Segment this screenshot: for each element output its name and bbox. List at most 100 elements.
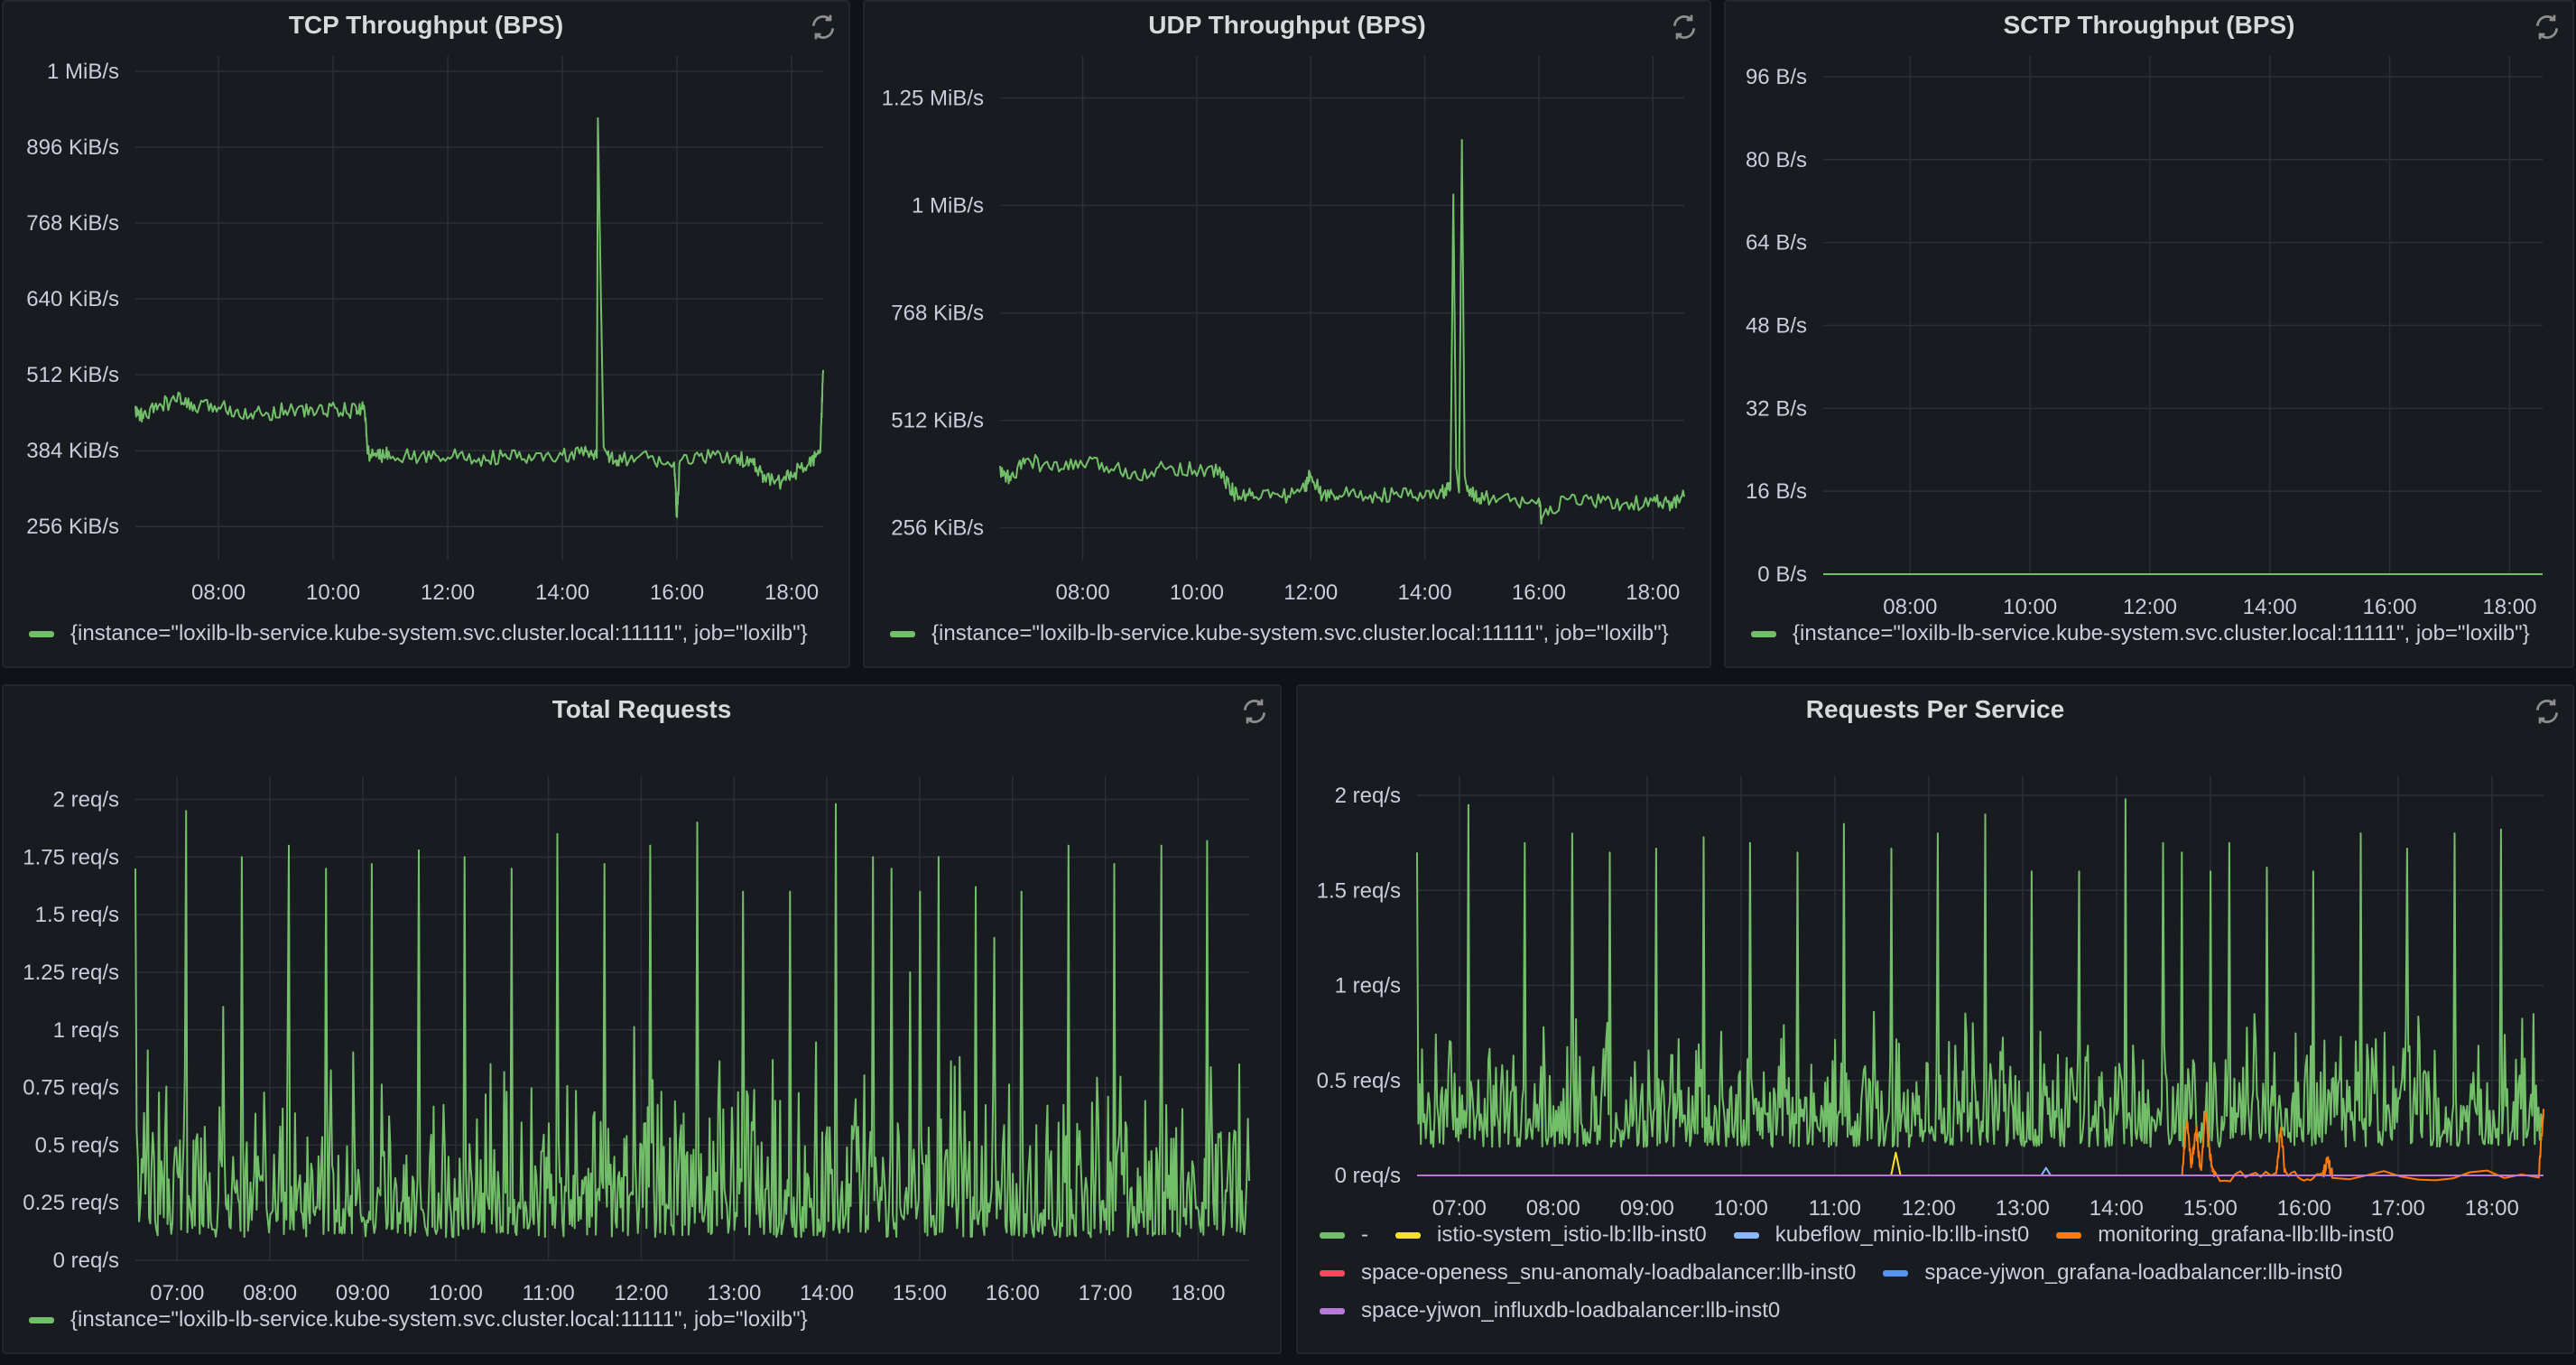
x-tick-label: 16:00 — [650, 580, 704, 605]
x-tick-label: 08:00 — [243, 1281, 297, 1305]
y-tick-label: 0.5 req/s — [35, 1133, 119, 1157]
legend-label: {instance="loxilb-lb-service.kube-system… — [1793, 621, 2530, 645]
legend-item[interactable]: istio-system_istio-lb:llb-inst0 — [1395, 1222, 1707, 1248]
x-tick-label: 16:00 — [2277, 1196, 2331, 1221]
legend-item[interactable]: {instance="loxilb-lb-service.kube-system… — [1751, 621, 2530, 646]
legend: {instance="loxilb-lb-service.kube-system… — [29, 621, 808, 646]
refresh-icon[interactable] — [2533, 697, 2562, 726]
panel-title: TCP Throughput (BPS) — [288, 11, 564, 39]
x-tick-label: 12:00 — [1902, 1196, 1956, 1221]
panel-requests-per-service: 2 req/s 1.5 req/s 1 req/s 0.5 req/s 0 req/s 0… — [1296, 684, 2574, 1354]
x-tick-label: 12:00 — [2123, 595, 2177, 619]
x-tick-label: 10:00 — [306, 580, 360, 605]
x-tick-label: 14:00 — [535, 580, 589, 605]
x-tick-label: 18:00 — [2465, 1196, 2519, 1221]
x-tick-label: 15:00 — [2183, 1196, 2238, 1221]
x-tick-label: 18:00 — [764, 580, 819, 605]
y-tick-label: 256 KiB/s — [891, 516, 984, 541]
x-tick-label: 10:00 — [1714, 1196, 1768, 1221]
legend-label: monitoring_grafana-llb:llb-inst0 — [2098, 1222, 2395, 1247]
x-tick-label: 18:00 — [1626, 580, 1680, 605]
refresh-icon[interactable] — [1670, 13, 1699, 42]
panel-sctp-throughput: 96 B/s 80 B/s 64 B/s 48 B/s 32 B/s 16 B/s 0 B/… — [1724, 0, 2574, 668]
y-tick-label: 768 KiB/s — [26, 211, 119, 236]
series-line — [2040, 1166, 2052, 1176]
y-tick-label: 1 req/s — [1335, 974, 1401, 998]
tcp-throughput-chart: 1 MiB/s 896 KiB/s 768 KiB/s 640 KiB/s 512 Ki… — [26, 56, 824, 605]
x-tick-label: 18:00 — [2482, 595, 2536, 619]
y-tick-label: 768 KiB/s — [891, 302, 984, 326]
legend-item[interactable]: space-openess_snu-anomaly-loadbalancer:l… — [1320, 1260, 1856, 1286]
legend: - istio-system_istio-lb:llb-inst0 kubeflow… — [1320, 1222, 2529, 1323]
x-tick-label: 14:00 — [2090, 1196, 2144, 1221]
x-tick-label: 11:00 — [522, 1281, 574, 1305]
x-tick-label: 09:00 — [336, 1281, 390, 1305]
x-tick-label: 12:00 — [614, 1281, 668, 1305]
panel-title: Total Requests — [551, 695, 732, 723]
legend-item[interactable]: monitoring_grafana-llb:llb-inst0 — [2056, 1222, 2394, 1248]
legend-item[interactable]: space-yjwon_grafana-loadbalancer:llb-ins… — [1883, 1260, 2342, 1286]
y-tick-label: 1.5 req/s — [35, 903, 119, 927]
x-tick-label: 17:00 — [2371, 1196, 2425, 1221]
y-tick-label: 16 B/s — [1746, 479, 1807, 504]
x-tick-label: 18:00 — [1171, 1281, 1225, 1305]
x-tick-label: 12:00 — [421, 580, 475, 605]
refresh-icon[interactable] — [2533, 13, 2562, 42]
legend-label: kubeflow_minio-lb:llb-inst0 — [1774, 1222, 2030, 1247]
panel-total-requests: 2 req/s 1.75 req/s 1.5 req/s 1.25 req/s 1 re… — [2, 684, 1282, 1354]
y-tick-label: 640 KiB/s — [26, 287, 119, 311]
legend-item[interactable]: - — [1320, 1222, 1368, 1248]
legend-swatch — [1751, 630, 1776, 637]
legend-swatch — [1320, 1231, 1345, 1239]
x-tick-label: 08:00 — [191, 580, 246, 605]
legend-label: {instance="loxilb-lb-service.kube-system… — [70, 621, 808, 645]
legend-item[interactable]: kubeflow_minio-lb:llb-inst0 — [1733, 1222, 2030, 1248]
y-tick-label: 1.5 req/s — [1317, 878, 1401, 903]
series-line — [999, 139, 1685, 525]
legend-item[interactable]: space-yjwon_influxdb-loadbalancer:llb-in… — [1320, 1298, 1780, 1323]
x-tick-label: 09:00 — [1620, 1196, 1674, 1221]
x-tick-label: 15:00 — [893, 1281, 947, 1305]
panel-tcp-throughput: 1 MiB/s 896 KiB/s 768 KiB/s 640 KiB/s 512 Ki… — [2, 0, 850, 668]
refresh-icon[interactable] — [1240, 697, 1269, 726]
y-tick-label: 1.25 req/s — [23, 961, 119, 985]
x-tick-label: 12:00 — [1283, 580, 1338, 605]
refresh-icon[interactable] — [809, 13, 838, 42]
x-tick-label: 16:00 — [986, 1281, 1040, 1305]
legend-label: {instance="loxilb-lb-service.kube-system… — [931, 621, 1669, 645]
sctp-throughput-chart: 96 B/s 80 B/s 64 B/s 48 B/s 32 B/s 16 B/s 0 B/… — [1746, 56, 2543, 619]
x-tick-label: 13:00 — [707, 1281, 761, 1305]
legend-label: space-yjwon_influxdb-loadbalancer:llb-in… — [1361, 1298, 1781, 1323]
requests-per-service-chart: 2 req/s 1.5 req/s 1 req/s 0.5 req/s 0 req/s 0… — [1317, 776, 2544, 1221]
y-tick-label: 1.75 req/s — [23, 845, 119, 869]
x-tick-label: 16:00 — [1512, 580, 1566, 605]
legend: {instance="loxilb-lb-service.kube-system… — [29, 1307, 808, 1332]
legend-swatch — [1395, 1231, 1421, 1239]
y-tick-label: 32 B/s — [1746, 396, 1807, 421]
x-tick-label: 11:00 — [1809, 1196, 1861, 1221]
y-tick-label: 0 req/s — [1335, 1164, 1401, 1188]
legend-swatch — [890, 630, 915, 637]
y-tick-label: 96 B/s — [1746, 65, 1807, 89]
legend-item[interactable]: {instance="loxilb-lb-service.kube-system… — [890, 621, 1669, 646]
series-line — [1416, 798, 2544, 1148]
series-line — [134, 803, 1250, 1239]
x-tick-label: 17:00 — [1079, 1281, 1133, 1305]
legend: {instance="loxilb-lb-service.kube-system… — [890, 621, 1669, 646]
legend-label: space-yjwon_grafana-loadbalancer:llb-ins… — [1924, 1260, 2343, 1285]
panel-title: SCTP Throughput (BPS) — [2003, 11, 2295, 39]
y-tick-label: 0 B/s — [1757, 562, 1807, 587]
y-tick-label: 80 B/s — [1746, 148, 1807, 172]
series-line — [2181, 1109, 2544, 1183]
y-tick-label: 2 req/s — [1335, 784, 1401, 808]
legend-item[interactable]: {instance="loxilb-lb-service.kube-system… — [29, 1307, 808, 1332]
y-tick-label: 0 req/s — [53, 1249, 119, 1273]
x-tick-label: 14:00 — [1398, 580, 1452, 605]
x-tick-label: 10:00 — [1170, 580, 1224, 605]
y-tick-label: 512 KiB/s — [26, 363, 119, 387]
x-tick-label: 10:00 — [429, 1281, 483, 1305]
y-tick-label: 0.5 req/s — [1317, 1069, 1401, 1093]
x-tick-label: 16:00 — [2363, 595, 2417, 619]
legend-item[interactable]: {instance="loxilb-lb-service.kube-system… — [29, 621, 808, 646]
x-tick-label: 10:00 — [2003, 595, 2057, 619]
